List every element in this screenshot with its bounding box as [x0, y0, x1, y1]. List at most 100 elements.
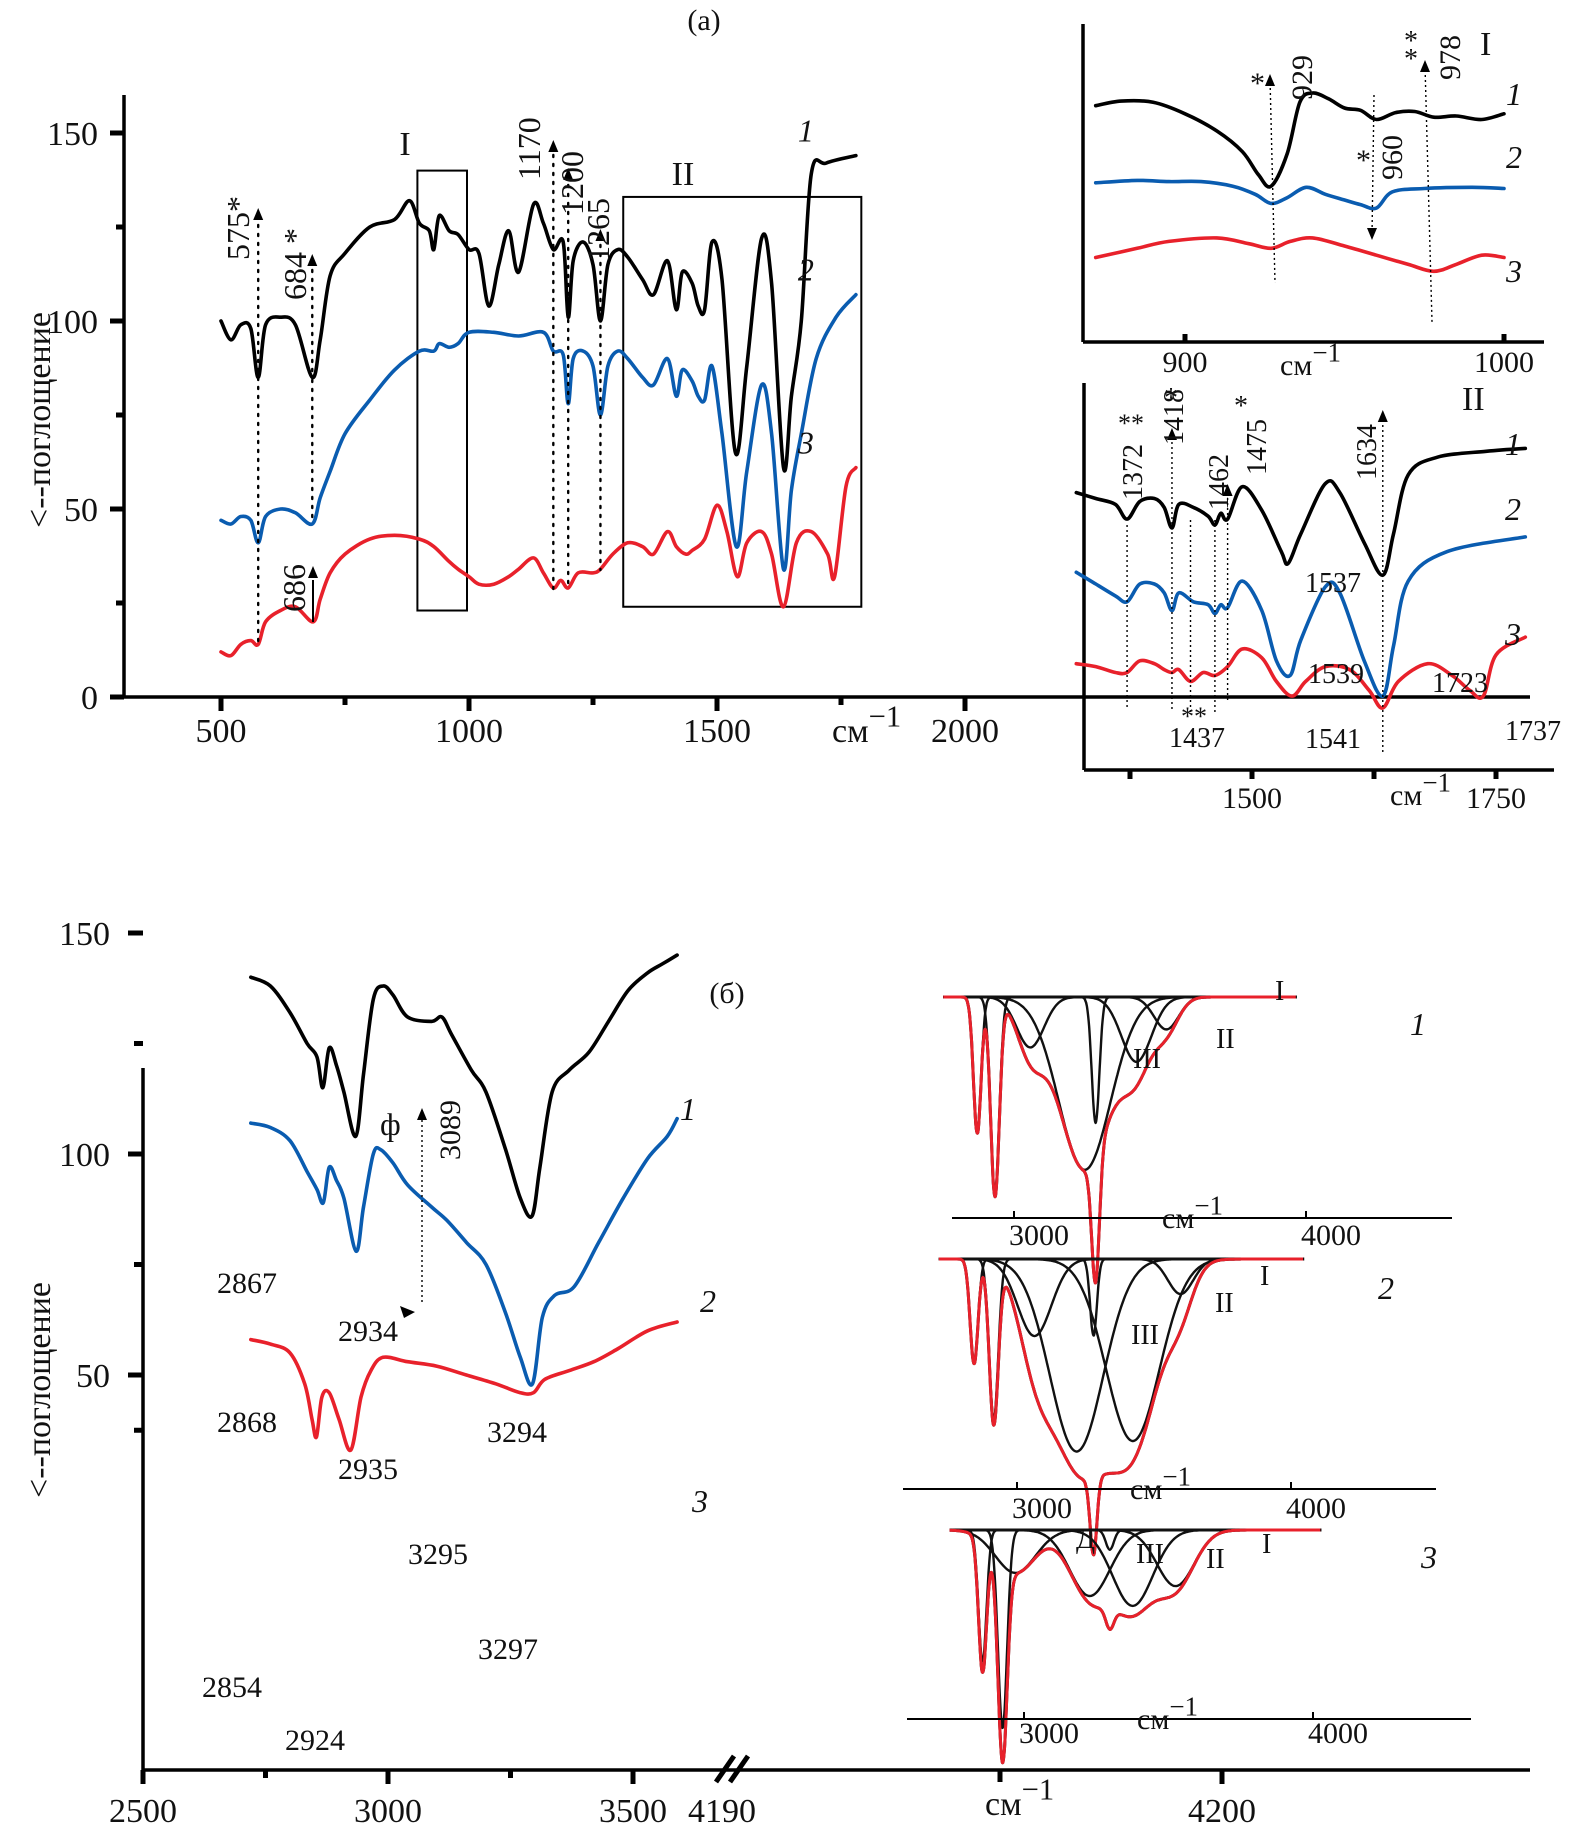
- decomp-1-component: [943, 995, 1296, 1172]
- decomp-1-component-label-II: II: [1216, 1024, 1235, 1055]
- x-tick-label: 2000: [931, 713, 999, 750]
- b-arrow-3089-bottom: [400, 1306, 415, 1318]
- b-x-tick-label: 3500: [599, 1793, 667, 1830]
- x-tick-label: 1500: [683, 713, 751, 750]
- b-peak-label-2868: 2868: [217, 1406, 277, 1439]
- series-label-3: 3: [797, 425, 814, 461]
- b-peak-label-3295: 3295: [408, 1538, 468, 1571]
- inset2-arrow-1418: [1166, 428, 1177, 440]
- inset1-dropline-960: [1371, 94, 1375, 237]
- inset1-arrow-960: [1367, 228, 1377, 240]
- inset2-star-1437: **: [1181, 702, 1207, 731]
- region-box-I: [416, 169, 468, 612]
- inset1-peak-label-960: 960: [1376, 135, 1409, 180]
- peak-label-575: 575*: [220, 196, 256, 260]
- y-tick-label: 0: [81, 680, 98, 717]
- inset2-unit-label: см−1: [1390, 768, 1451, 813]
- inset2-series-label-3: 3: [1504, 616, 1521, 652]
- decomp-3-curve-label: 3: [1420, 1539, 1437, 1575]
- decomp-1-component: [943, 995, 1296, 1064]
- b-x-tick-label: 2500: [109, 1793, 177, 1830]
- b-peak-label-2854: 2854: [202, 1671, 262, 1704]
- decomp-3-x-tick-label: 4000: [1308, 1717, 1368, 1750]
- inset1-series-1: [1093, 91, 1506, 189]
- decomp-1-component: [943, 995, 1296, 1031]
- b-peak-label-2935: 2935: [338, 1453, 398, 1486]
- decomp-2-unit-label: см−1: [1130, 1462, 1191, 1507]
- decomp-2-component-label-III: III: [1131, 1320, 1159, 1351]
- decomp-2-curve-label: 2: [1378, 1270, 1394, 1306]
- peak-label-686: 686: [276, 564, 312, 612]
- inset1-peak-label-978: 978: [1434, 35, 1467, 80]
- inset2-series-label-1: 1: [1505, 426, 1521, 462]
- arrow-1200: [563, 168, 574, 180]
- axis-break-icon: [713, 1754, 751, 1784]
- decomp-1-curve-label: 1: [1410, 1006, 1426, 1042]
- inset2-peak-label-1475: 1475: [1242, 419, 1273, 475]
- panel-a-label: (a): [687, 4, 720, 37]
- inset1-arrow-929: [1265, 74, 1275, 86]
- decomp-3-component-label-I: I: [1262, 1529, 1271, 1560]
- inset2-x-tick-label: 1500: [1222, 782, 1282, 815]
- inset1-series-label-3: 3: [1505, 253, 1522, 289]
- inset2-peak-label-1462: 1462: [1204, 454, 1235, 510]
- inset1-peak-label-929: 929: [1286, 55, 1319, 100]
- decomp-1-unit-label: см−1: [1162, 1191, 1223, 1236]
- region-box-II: [622, 195, 863, 608]
- y-tick-label: 50: [64, 492, 98, 529]
- b-phenyl-label: ф: [380, 1106, 401, 1142]
- inset1-arrow-978: [1420, 60, 1430, 72]
- decomp-2-component-label-I: I: [1260, 1261, 1269, 1292]
- inset2-arrow-1475: [1222, 484, 1233, 496]
- inset1-dropline-978: [1424, 64, 1433, 323]
- decomp-1-component: [943, 995, 1296, 1049]
- y-tick-label: 150: [47, 116, 98, 153]
- inset2-x-tick-label: 1750: [1466, 782, 1526, 815]
- b-peak-label-2934: 2934: [338, 1315, 398, 1348]
- decomp-1-component: [943, 995, 1296, 1125]
- peak-label-1200: 1200: [554, 151, 590, 215]
- inset2-star-1372: **: [1118, 409, 1144, 438]
- chart-b-decomposition: 3000 4000 см−1 1 3000 4000 см−1 2 3000 4000 см−1 3 I…: [903, 976, 1471, 1765]
- decomp-2-experimental: [938, 1257, 1304, 1557]
- inset1-star-978b: *: [1404, 44, 1418, 75]
- y-tick-label: 100: [47, 304, 98, 341]
- chart-b-main: 50 100 150 2500 3000 3500 4190 см−1 4200 1 2 3 2867 2…: [59, 916, 1530, 1830]
- inset1-star-929: *: [1250, 67, 1265, 100]
- decomp-2-component: [938, 1257, 1304, 1421]
- b-peak-label-3294: 3294: [487, 1416, 547, 1449]
- b-y-tick-label: 150: [59, 916, 110, 953]
- b-series-line-2: [249, 1116, 679, 1387]
- inset2-peak-label-1539: 1539: [1308, 659, 1364, 690]
- peak-label-1170: 1170: [511, 117, 547, 180]
- decomp-2-x-tick-label: 3000: [1012, 1492, 1072, 1525]
- decomp-3-component-label-Д: Д: [1076, 1524, 1095, 1555]
- b-peak-label-2867: 2867: [217, 1267, 277, 1300]
- inset2-series-2: [1074, 535, 1528, 698]
- inset1-x-tick-label: 900: [1163, 346, 1208, 379]
- series-line-3: [219, 465, 858, 658]
- x-tick-label: 500: [196, 713, 247, 750]
- inset2-peak-label-1737: 1737: [1505, 716, 1561, 747]
- b-y-tick-label: 100: [59, 1137, 110, 1174]
- b-series-label-1: 1: [680, 1091, 696, 1127]
- inset1-star-978a: *: [1404, 26, 1418, 57]
- b-series-label-2: 2: [700, 1283, 716, 1319]
- inset2-peak-label-1437: 1437: [1169, 723, 1225, 754]
- series-label-2: 2: [798, 252, 814, 288]
- b-peak-label-2924: 2924: [285, 1724, 345, 1757]
- inset1-series-2: [1093, 178, 1506, 211]
- inset2-series-1: [1074, 446, 1528, 577]
- inset1-title: I: [1480, 26, 1491, 63]
- decomp-1-experimental: [943, 995, 1296, 1285]
- b-arrow-3089: [417, 1108, 427, 1120]
- arrow-684: [307, 254, 318, 266]
- b-x-tick-label: 3000: [354, 1793, 422, 1830]
- b-series-line-1: [249, 953, 679, 1219]
- inset2-peak-label-1541: 1541: [1305, 724, 1361, 755]
- inset2-title: II: [1462, 381, 1485, 418]
- y-axis-label-a: <--поглощение: [21, 312, 58, 528]
- arrow-686: [308, 566, 318, 578]
